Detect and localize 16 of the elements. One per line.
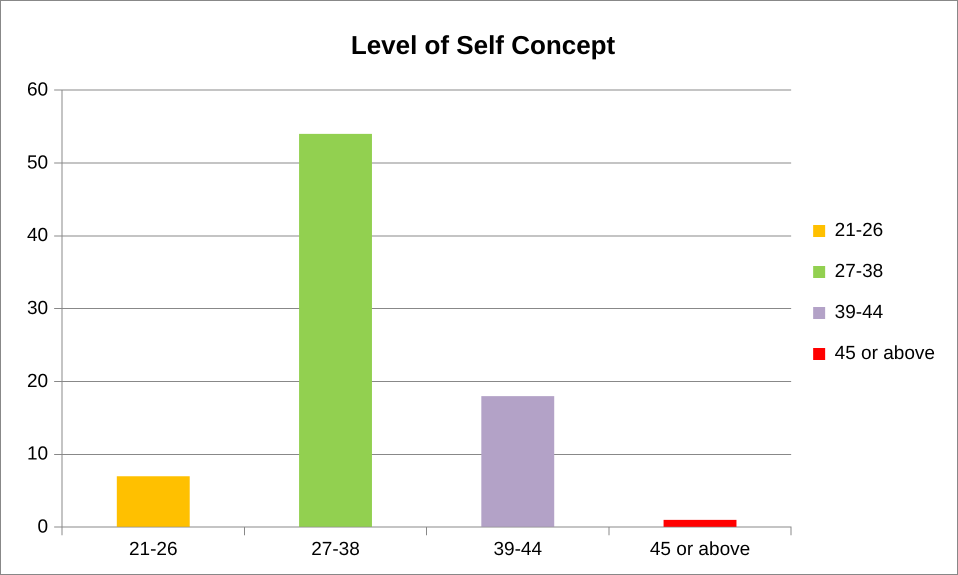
y-tick-label: 20 <box>26 370 48 392</box>
y-tick-label: 10 <box>26 444 48 465</box>
x-tick-label: 39-44 <box>493 538 542 560</box>
legend-label: 21-26 <box>834 220 884 242</box>
x-tick-label: 21-26 <box>128 538 178 560</box>
legend-label: 27-38 <box>834 261 884 282</box>
chart-title: Level of Self Concept <box>350 30 616 60</box>
y-tick-label: 0 <box>38 516 48 538</box>
legend-label: 39-44 <box>834 302 884 324</box>
x-tick-label: 45 or above <box>650 538 750 560</box>
legend-label: 45 or above <box>834 343 936 364</box>
x-tick-label: 27-38 <box>311 538 360 560</box>
y-tick-label: 60 <box>26 79 48 100</box>
y-tick-label: 40 <box>26 225 48 246</box>
y-tick-label: 50 <box>26 152 48 174</box>
y-tick-label: 30 <box>26 298 48 319</box>
